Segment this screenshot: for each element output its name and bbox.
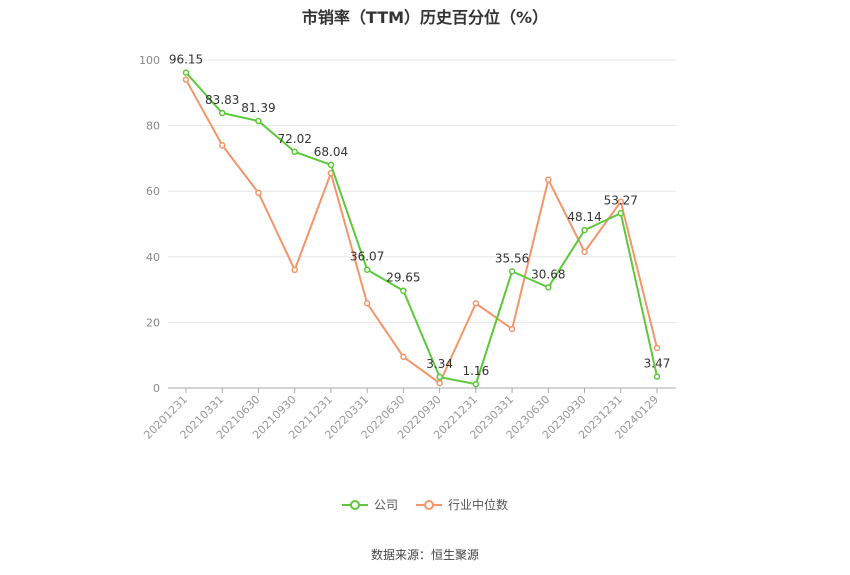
y-tick-label: 20 <box>146 316 160 329</box>
y-tick-label: 100 <box>139 54 160 67</box>
data-point <box>291 266 298 274</box>
data-point <box>581 226 588 234</box>
data-point <box>363 300 371 307</box>
y-tick-label: 40 <box>146 251 160 264</box>
data-label: 83.83 <box>205 93 239 107</box>
data-label: 3.34 <box>426 357 453 371</box>
data-source-note: 数据来源：恒生聚源 <box>370 548 479 562</box>
chart-title: 市销率（TTM）历史百分位（%） <box>301 8 549 27</box>
data-point <box>436 379 443 387</box>
data-point <box>653 344 661 352</box>
data-label: 3.47 <box>644 357 671 371</box>
legend-label: 行业中位数 <box>448 498 509 512</box>
data-label: 48.14 <box>567 210 601 224</box>
data-point <box>291 148 298 156</box>
data-point <box>472 300 480 307</box>
legend-item[interactable]: 公司 <box>341 496 398 513</box>
legend-swatch-icon <box>416 499 442 510</box>
data-point <box>581 248 588 256</box>
data-point <box>653 373 661 380</box>
data-point <box>363 266 371 273</box>
legend-label: 公司 <box>373 498 398 512</box>
data-point <box>218 142 226 149</box>
legend-item[interactable]: 行业中位数 <box>416 496 508 513</box>
data-label: 30.68 <box>531 267 565 281</box>
data-point <box>327 161 335 169</box>
data-label: 53.27 <box>604 193 638 207</box>
data-point <box>508 268 516 275</box>
data-point <box>436 373 443 381</box>
data-label: 96.15 <box>169 53 203 67</box>
series-line-公司 <box>185 71 658 386</box>
chart-legend: 公司 行业中位数 <box>0 496 850 513</box>
data-point <box>545 176 552 183</box>
data-label: 29.65 <box>386 271 420 285</box>
data-point <box>472 380 480 388</box>
data-point <box>508 325 516 333</box>
data-point <box>182 76 190 83</box>
y-tick-label: 80 <box>146 120 160 133</box>
data-point <box>617 198 625 205</box>
y-tick-label: 0 <box>153 382 160 395</box>
data-point <box>617 210 625 217</box>
data-label: 68.04 <box>314 145 348 159</box>
y-tick-label: 60 <box>146 185 160 198</box>
data-label: 36.07 <box>350 250 384 264</box>
data-point <box>255 117 262 125</box>
data-point <box>545 284 552 291</box>
data-point <box>182 69 190 76</box>
data-label: 81.39 <box>241 101 275 115</box>
data-label: 35.56 <box>495 251 529 265</box>
data-point <box>400 287 407 294</box>
data-point <box>400 353 407 361</box>
data-point <box>218 109 226 117</box>
data-label: 72.02 <box>278 132 312 146</box>
data-label: 1.16 <box>462 364 489 378</box>
legend-swatch-icon <box>341 499 368 510</box>
data-point <box>255 189 262 197</box>
